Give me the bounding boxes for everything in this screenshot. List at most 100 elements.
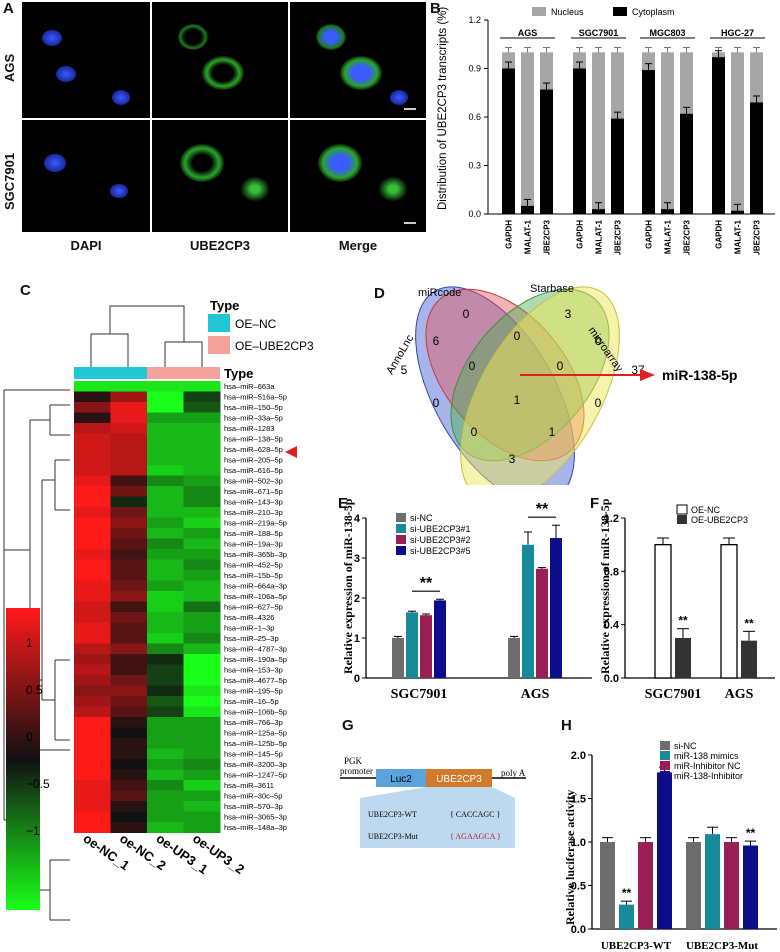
scale-label: −0.5	[26, 777, 50, 791]
panelH-ytick-label: 1.0	[571, 837, 586, 849]
panelE-sig-mark: **	[536, 501, 549, 518]
b-bar-nucleus	[661, 52, 674, 215]
panelF-legend-swatch	[677, 515, 687, 524]
mir138-arrow-marker	[285, 446, 297, 458]
panelH-legend-label: miR-Inhibitor NC	[674, 761, 741, 771]
heatmap-row-label: hsa–miR–3200–3p	[224, 760, 287, 769]
heatmap-row-label: hsa–miR–219a–5p	[224, 519, 287, 528]
panelF-bar	[654, 544, 672, 679]
heatmap-cell	[183, 423, 221, 434]
heatmap-cell	[110, 391, 148, 403]
heatmap-cell	[74, 486, 111, 497]
wt-sequence: { CACCAGC }	[450, 810, 501, 819]
heatmap-cell	[110, 612, 148, 623]
panelE-legend-label: si-UBE2CP3#5	[410, 546, 471, 556]
heatmap-cell	[74, 811, 111, 823]
heatmap-row-label: hsa–miR–1247–5p	[224, 771, 287, 780]
heatmap-cell	[147, 549, 184, 560]
heatmap-cell	[147, 591, 184, 602]
heatmap-cell	[183, 454, 221, 466]
panelF-bar	[741, 640, 757, 678]
scale-label: 1	[26, 636, 33, 650]
micrograph-ags-ube2cp3	[152, 2, 288, 118]
panelH-bar	[705, 834, 720, 929]
b-xtick-label: GAPDH	[576, 220, 585, 249]
venn-count-annolnc-microarray: 3	[509, 452, 516, 466]
heatmap-cell	[147, 444, 184, 455]
heatmap-cell	[110, 486, 148, 497]
panelE-bar	[420, 615, 432, 678]
heatmap-cell	[110, 727, 148, 739]
heatmap-row-label: hsa–miR–4326	[224, 613, 274, 622]
heatmap-cell	[183, 444, 221, 455]
b-xtick-label: UBE2CP3	[683, 219, 692, 255]
heatmap-cell	[74, 454, 111, 466]
b-ytick-label: 1.2	[468, 15, 481, 25]
heatmap-cell	[110, 769, 148, 781]
panel-h-letter: H	[561, 717, 572, 734]
panelH-ytick-label: 0.5	[571, 881, 586, 893]
panelF-category-label: SGC7901	[645, 687, 702, 702]
heatmap-row-label: hsa–miR–106b–5p	[224, 708, 287, 717]
heatmap-cell	[74, 412, 111, 424]
heatmap-row-label: hsa–miR–663a	[224, 382, 275, 391]
heatmap-cell	[74, 759, 111, 770]
heatmap-cell	[110, 381, 148, 392]
heatmap-cell	[110, 643, 148, 655]
heatmap-row-label: hsa–miR–616–5p	[224, 466, 283, 475]
heatmap-cell	[110, 444, 148, 455]
heatmap-cell	[110, 528, 148, 539]
b-xtick-label: MALAT-1	[664, 219, 673, 254]
panelE-category-label: SGC7901	[391, 687, 448, 702]
heatmap-cell	[183, 696, 221, 707]
heatmap-cell	[147, 580, 184, 592]
heatmap-cell	[110, 402, 148, 413]
heatmap-cell	[147, 759, 184, 770]
type-legend-oe-nc: OE–NC	[235, 317, 277, 331]
heatmap-cell	[183, 496, 221, 508]
panelH-legend-label: miR-138-Inhibitor	[674, 771, 743, 781]
b-group-label: MGC803	[649, 28, 685, 38]
heatmap-cell	[147, 633, 184, 644]
row-label-sgc7901: SGC7901	[2, 152, 17, 210]
heatmap-cell	[110, 685, 148, 697]
column-dendrogram	[90, 305, 203, 367]
scale-label: 0.5	[26, 683, 43, 697]
heatmap-cell	[147, 612, 184, 623]
heatmap-cell	[110, 423, 148, 434]
mut-label: UBE2CP3-Mut	[368, 832, 419, 841]
heatmap-cell	[74, 654, 111, 665]
heatmap-cell	[74, 675, 111, 686]
heatmap-cell	[183, 486, 221, 497]
b-bar-cytoplasm	[680, 113, 693, 214]
heatmap-row-label: hsa–miR–25–3p	[224, 634, 279, 643]
b-bar-cytoplasm	[592, 209, 605, 214]
panelE-bar	[550, 538, 562, 678]
heatmap-cell	[110, 633, 148, 644]
heatmap-cell	[183, 811, 221, 823]
heatmap-cell	[74, 822, 111, 833]
mut-sequence: { AGAAGCA }	[450, 832, 501, 841]
heatmap-cell	[183, 381, 221, 392]
venn-count-mircode-only: 0	[463, 307, 470, 321]
heatmap-cell	[74, 517, 111, 529]
heatmap-cell	[147, 654, 184, 665]
heatmap-cell	[110, 601, 148, 613]
panelH-bar	[600, 842, 615, 929]
b-xtick-label: MALAT-1	[734, 219, 743, 254]
b-bar-cytoplasm	[642, 70, 655, 214]
heatmap-cell	[183, 633, 221, 644]
heatmap-cell	[183, 801, 221, 812]
b-xtick-label: GAPDH	[715, 220, 724, 249]
heatmap-cell	[183, 759, 221, 770]
heatmap-cell	[74, 580, 111, 592]
panelH-category-label: UBE2CP3-Mut	[686, 940, 758, 952]
panel-b-letter: B	[430, 0, 441, 17]
heatmap-cell	[147, 601, 184, 613]
panelH-bar	[657, 772, 672, 929]
heatmap-cell	[110, 570, 148, 581]
heatmap-cell	[183, 549, 221, 560]
heatmap-row-label: hsa–miR–365b–3p	[224, 550, 287, 559]
heatmap-cell	[147, 748, 184, 760]
